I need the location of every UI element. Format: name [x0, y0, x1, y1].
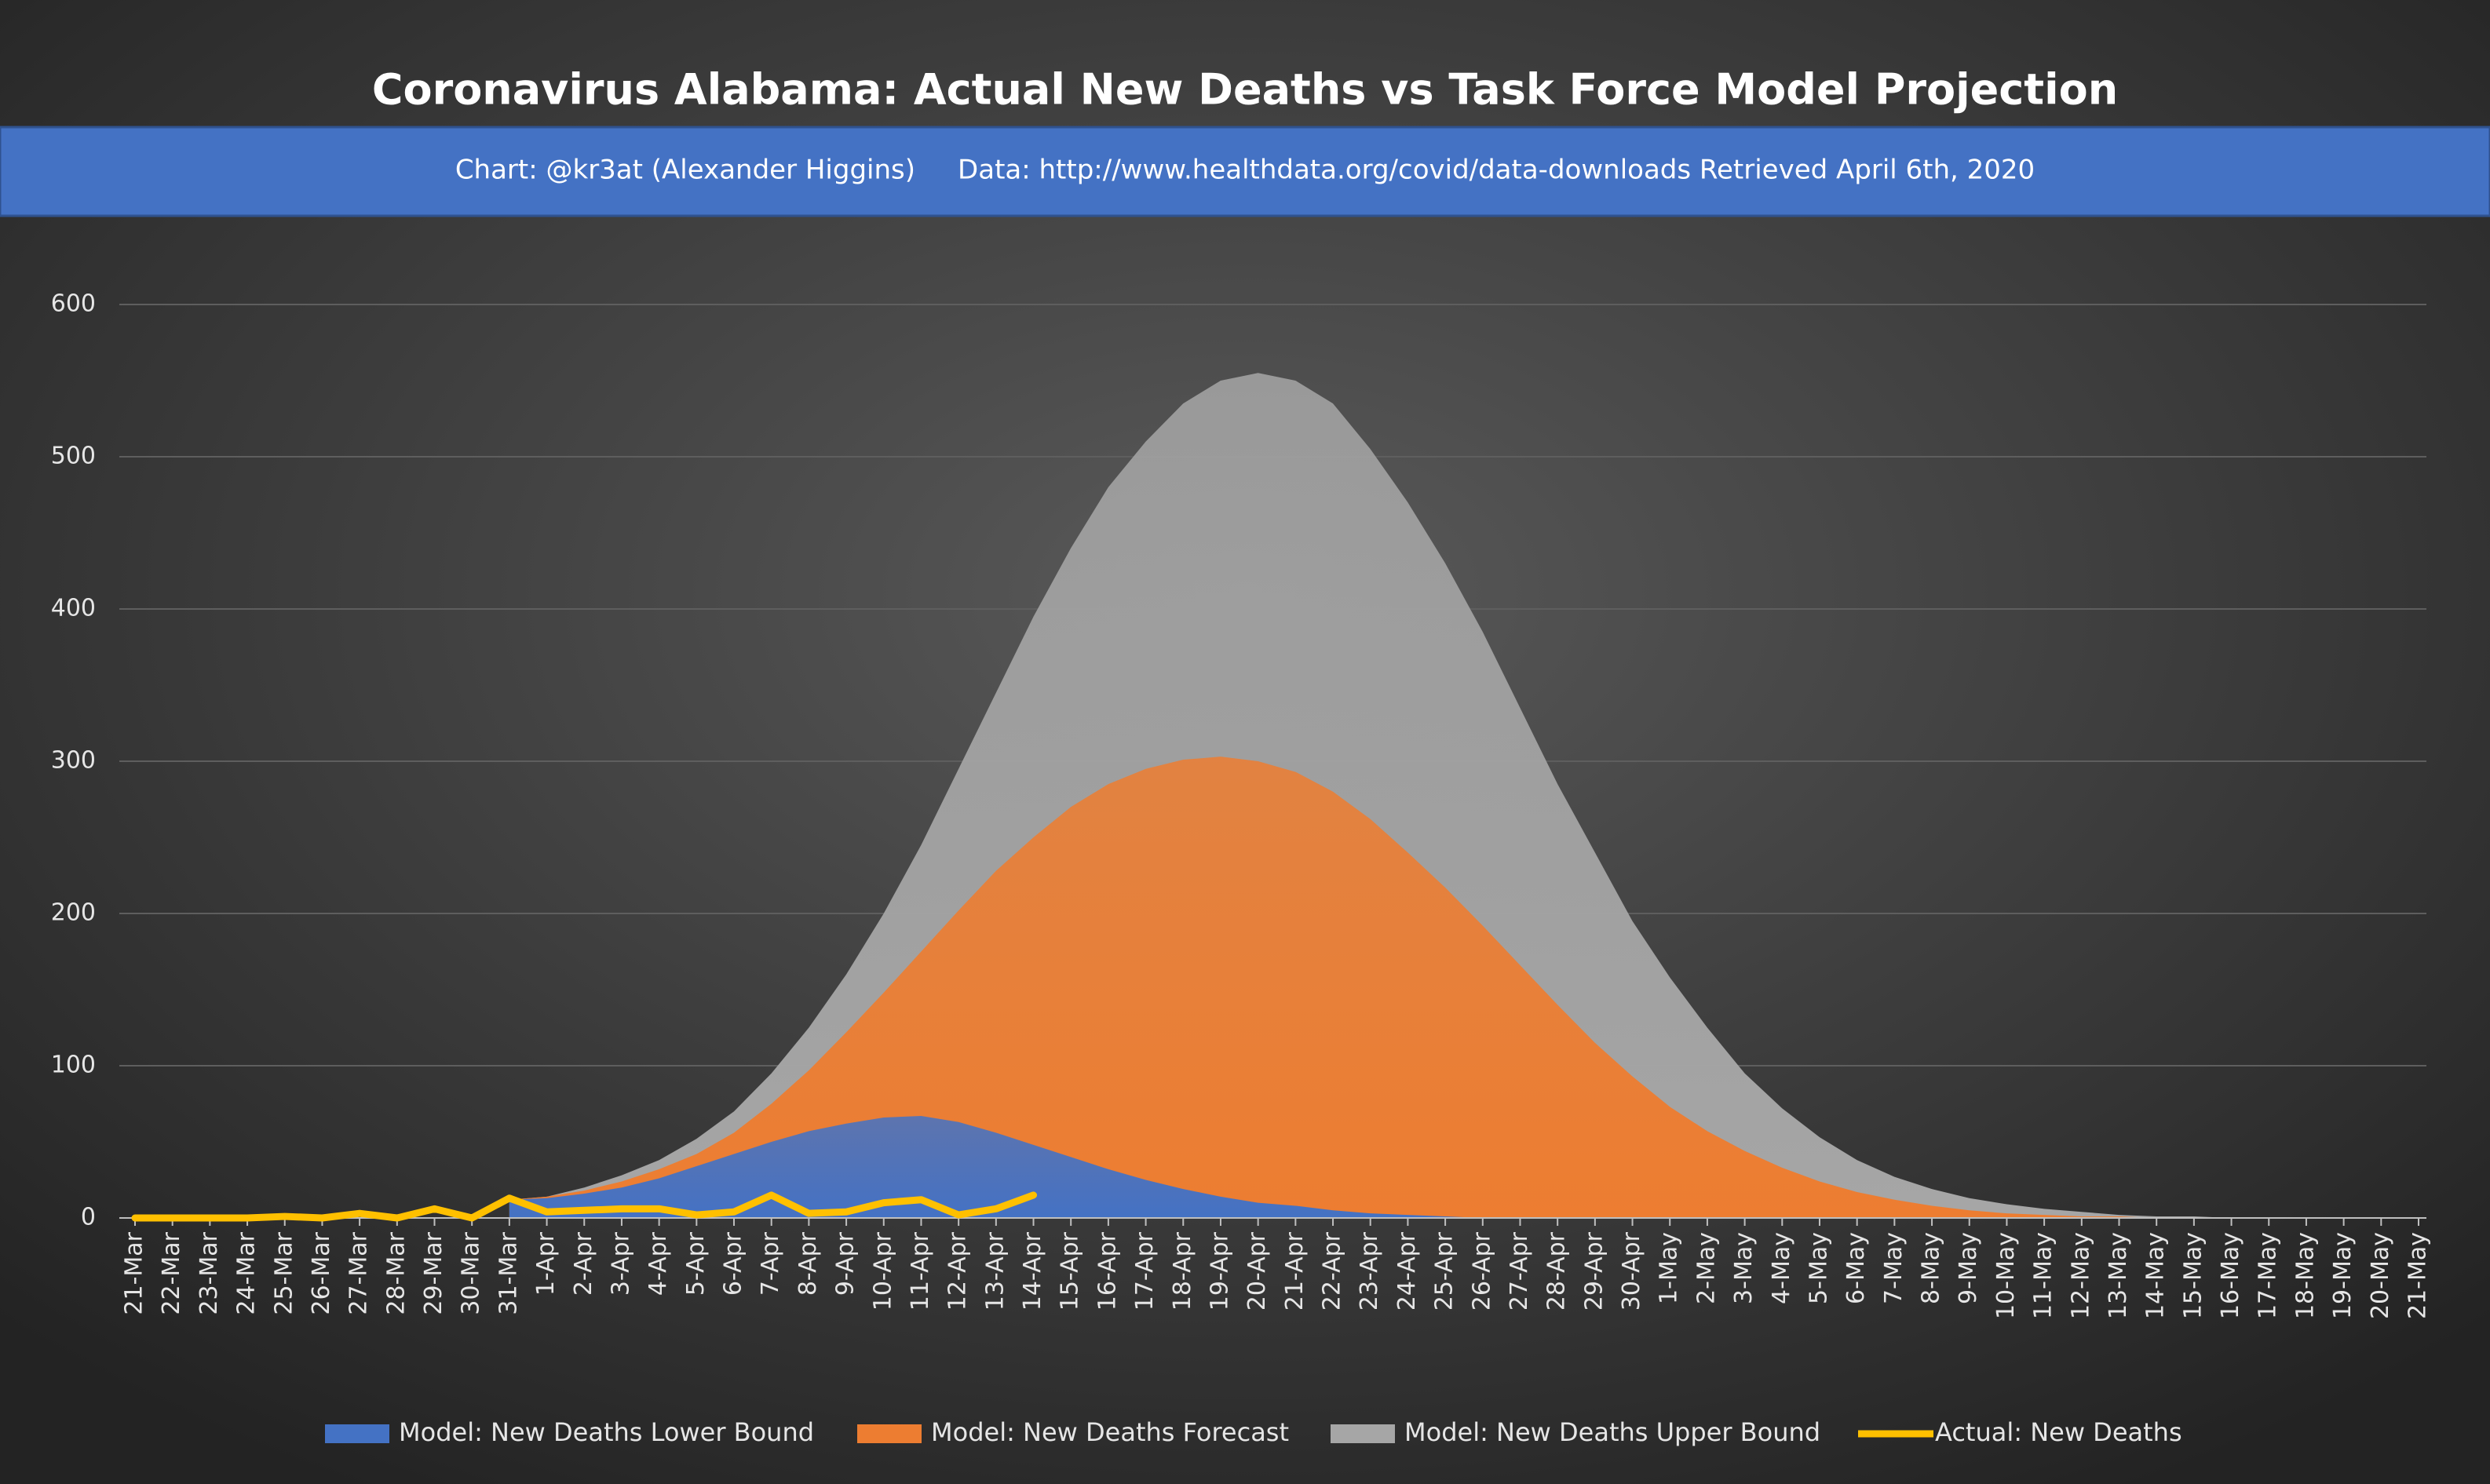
- legend-label: Actual: New Deaths: [1935, 1417, 2182, 1447]
- x-tick-label: 11-Apr: [907, 1231, 934, 1311]
- legend-label: Model: New Deaths Upper Bound: [1404, 1417, 1820, 1447]
- y-tick-label: 400: [51, 595, 96, 622]
- x-tick-label: 4-Apr: [644, 1231, 672, 1296]
- x-tick-label: 2-Apr: [570, 1231, 597, 1296]
- x-tick-label: 24-Mar: [233, 1231, 261, 1314]
- x-tick-label: 12-Apr: [944, 1231, 972, 1311]
- legend-swatch: [1331, 1424, 1395, 1443]
- x-tick-label: 20-Apr: [1243, 1231, 1271, 1311]
- chart-subtitle: Chart: @kr3at (Alexander Higgins) Data: …: [455, 155, 2035, 186]
- x-tick-label: 1-Apr: [532, 1231, 560, 1296]
- x-tick-label: 14-May: [2142, 1232, 2170, 1319]
- x-tick-label: 15-May: [2179, 1232, 2207, 1319]
- x-tick-label: 7-Apr: [757, 1231, 784, 1296]
- chart-title: Coronavirus Alabama: Actual New Deaths v…: [372, 65, 2118, 115]
- x-tick-label: 24-Apr: [1393, 1231, 1421, 1311]
- x-tick-label: 16-May: [2217, 1232, 2244, 1319]
- x-tick-label: 10-Apr: [869, 1231, 896, 1311]
- x-tick-label: 28-Mar: [382, 1231, 410, 1314]
- x-tick-label: 5-May: [1805, 1232, 1832, 1304]
- x-tick-label: 13-Apr: [981, 1231, 1009, 1311]
- area: [509, 757, 2419, 1218]
- x-tick-label: 1-May: [1656, 1232, 1683, 1304]
- x-tick-label: 18-Apr: [1169, 1231, 1196, 1311]
- x-tick-label: 2-May: [1692, 1232, 1720, 1304]
- area: [509, 1116, 2419, 1218]
- x-tick-label: 9-Apr: [832, 1231, 860, 1296]
- x-tick-label: 3-Apr: [607, 1231, 634, 1296]
- x-tick-label: 10-May: [1992, 1232, 2020, 1319]
- legend-swatch: [325, 1424, 389, 1443]
- x-tick-label: 26-Mar: [308, 1231, 335, 1314]
- x-tick-label: 16-Apr: [1093, 1231, 1121, 1311]
- line: [131, 1191, 1038, 1222]
- x-tick-label: 11-May: [2030, 1232, 2057, 1319]
- legend-label: Model: New Deaths Forecast: [931, 1417, 1289, 1447]
- legend-label: Model: New Deaths Lower Bound: [399, 1417, 814, 1447]
- x-tick-label: 28-Apr: [1543, 1231, 1571, 1311]
- x-tick-label: 6-May: [1842, 1232, 1870, 1304]
- x-tick-label: 27-Mar: [345, 1231, 373, 1314]
- x-tick-label: 12-May: [2067, 1232, 2094, 1319]
- x-tick-label: 30-Apr: [1618, 1231, 1645, 1311]
- x-tick-label: 30-Mar: [458, 1231, 485, 1314]
- x-tick-label: 14-Apr: [1019, 1231, 1046, 1311]
- x-tick-label: 29-Apr: [1580, 1231, 1608, 1311]
- y-tick-label: 100: [51, 1052, 96, 1079]
- y-tick-label: 500: [51, 443, 96, 470]
- x-tick-label: 25-Apr: [1431, 1231, 1459, 1311]
- x-tick-label: 23-Apr: [1356, 1231, 1383, 1311]
- x-tick-label: 18-May: [2291, 1232, 2319, 1319]
- x-tick-label: 20-May: [2367, 1232, 2394, 1319]
- x-tick-label: 23-Mar: [195, 1231, 223, 1314]
- x-tick-label: 25-Mar: [270, 1231, 298, 1314]
- x-tick-label: 22-Mar: [158, 1231, 185, 1314]
- subtitle-band: [0, 126, 2490, 217]
- x-tick-label: 21-May: [2404, 1232, 2432, 1319]
- legend-swatch: [857, 1424, 922, 1443]
- y-tick-label: 0: [81, 1204, 96, 1231]
- x-tick-label: 31-Mar: [495, 1231, 522, 1314]
- x-tick-label: 7-May: [1880, 1232, 1908, 1304]
- x-tick-label: 17-May: [2255, 1232, 2282, 1319]
- x-tick-label: 27-Apr: [1506, 1231, 1533, 1311]
- x-tick-label: 8-Apr: [794, 1231, 822, 1296]
- x-tick-label: 19-May: [2329, 1232, 2357, 1319]
- x-tick-label: 9-May: [1955, 1232, 1982, 1304]
- x-tick-label: 21-Apr: [1281, 1231, 1309, 1311]
- x-tick-label: 29-Mar: [420, 1231, 447, 1314]
- x-tick-label: 19-Apr: [1206, 1231, 1233, 1311]
- y-tick-label: 600: [51, 290, 96, 318]
- x-tick-label: 26-Apr: [1468, 1231, 1495, 1311]
- x-tick-label: 21-Mar: [121, 1231, 148, 1314]
- x-tick-label: 3-May: [1730, 1232, 1758, 1304]
- x-tick-label: 13-May: [2105, 1232, 2132, 1319]
- x-tick-label: 6-Apr: [720, 1231, 747, 1296]
- y-tick-label: 200: [51, 899, 96, 927]
- x-tick-label: 8-May: [1918, 1232, 1945, 1304]
- x-tick-label: 22-Apr: [1319, 1231, 1346, 1311]
- x-tick-label: 5-Apr: [682, 1231, 710, 1296]
- x-tick-label: 17-Apr: [1131, 1231, 1159, 1311]
- x-tick-label: 4-May: [1768, 1232, 1795, 1304]
- y-tick-label: 300: [51, 747, 96, 775]
- x-tick-label: 15-Apr: [1057, 1231, 1084, 1311]
